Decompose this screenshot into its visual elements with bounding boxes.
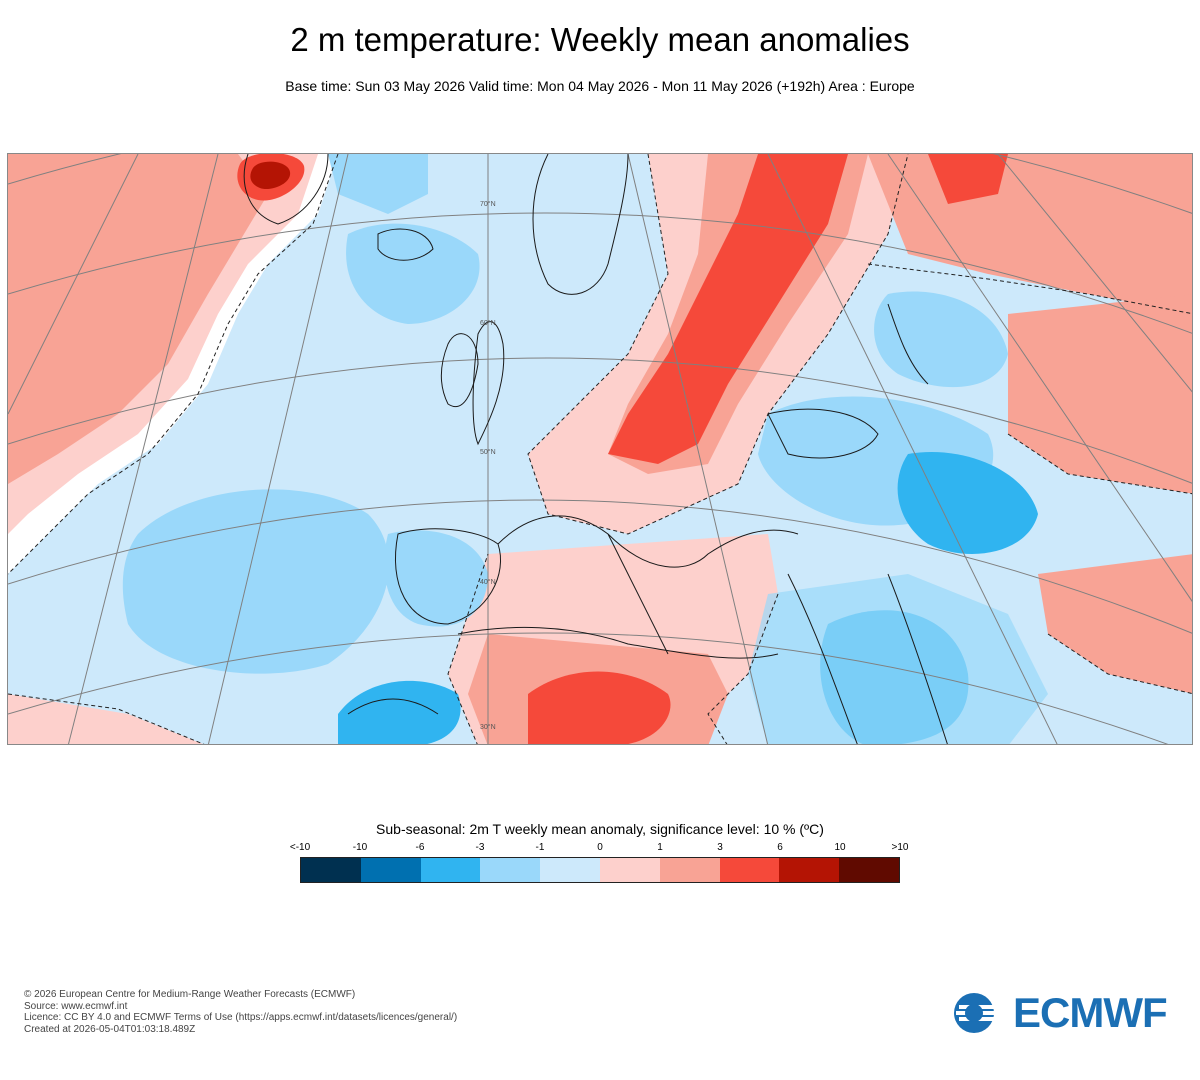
legend-tick: 0 [597, 842, 603, 853]
ecmwf-logo-text: ECMWF [1013, 989, 1168, 1036]
greenland-hot-core [250, 161, 291, 190]
legend-swatch [480, 858, 541, 882]
lat-label-30n: 30°N [480, 723, 496, 731]
legend-swatch [779, 858, 840, 882]
cold-region-middle-east [897, 452, 1038, 554]
warm-region-northeast-core [928, 154, 1008, 204]
footer-created: Created at 2026-05-04T01:03:18.489Z [24, 1023, 196, 1035]
lat-label-40n: 40°N [480, 578, 496, 586]
cool-region-caspian [874, 291, 1008, 388]
cool-region-iceland [346, 223, 480, 324]
chart-title: 2 m temperature: Weekly mean anomalies [290, 21, 910, 58]
warm-region-west-atlantic-core [8, 154, 268, 484]
legend-ticks: <-10 -10 -6 -3 -1 0 1 3 6 10 >10 [290, 842, 909, 854]
legend-swatch [719, 858, 780, 882]
significance-contours [8, 154, 1192, 744]
cool-region-atlantic [122, 489, 389, 674]
warm-region-southwest [8, 694, 203, 744]
legend-tick: 3 [717, 842, 723, 853]
legend-tick: 1 [657, 842, 663, 853]
legend-title: Sub-seasonal: 2m T weekly mean anomaly, … [376, 821, 824, 837]
coastlines [243, 154, 948, 744]
legend-swatch [659, 858, 720, 882]
legend-tick: -10 [352, 842, 368, 853]
legend-swatch [839, 858, 899, 882]
legend-swatch [420, 858, 481, 882]
chart-subtitle: Base time: Sun 03 May 2026 Valid time: M… [285, 78, 915, 94]
lat-label-50n: 50°N [480, 448, 496, 456]
cold-region-west-africa [338, 680, 461, 744]
legend-swatch [301, 858, 361, 882]
graticule [8, 154, 1192, 744]
legend-tick: 10 [834, 842, 846, 853]
legend-tick: -1 [535, 842, 545, 853]
cool-region-iberia [384, 530, 488, 627]
lat-label-60n: 60°N [480, 319, 496, 327]
legend-swatch [360, 858, 421, 882]
cool-region-east-med [748, 574, 1048, 744]
footer-credits: © 2026 European Centre for Medium-Range … [24, 989, 457, 1035]
legend-tick: 6 [777, 842, 783, 853]
ecmwf-logo-icon [954, 993, 1009, 1033]
ecmwf-logo: ECMWF [953, 992, 1183, 1034]
warm-region-east-europe-core [608, 154, 848, 464]
legend-tick: <-10 [289, 842, 311, 853]
anomaly-map: 70°N 60°N 50°N 40°N 30°N [7, 153, 1193, 745]
lat-label-70n: 70°N [480, 200, 496, 208]
warm-region-east [1008, 294, 1192, 494]
warm-region-southeast [1038, 554, 1192, 694]
map-canvas: 70°N 60°N 50°N 40°N 30°N [8, 154, 1192, 744]
footer-source: Source: www.ecmwf.int [24, 1000, 128, 1012]
legend-swatch [540, 858, 600, 882]
warm-region-sahara-core [528, 671, 671, 744]
legend-colorbar [300, 857, 900, 883]
legend-tick: -3 [475, 842, 485, 853]
footer-licence: Licence: CC BY 4.0 and ECMWF Terms of Us… [24, 1012, 458, 1023]
legend-tick: >10 [891, 842, 909, 853]
cool-region-north [328, 154, 428, 214]
legend-tick: -6 [415, 842, 425, 853]
legend-swatch [599, 858, 660, 882]
footer-copyright: © 2026 European Centre for Medium-Range … [24, 989, 356, 1000]
